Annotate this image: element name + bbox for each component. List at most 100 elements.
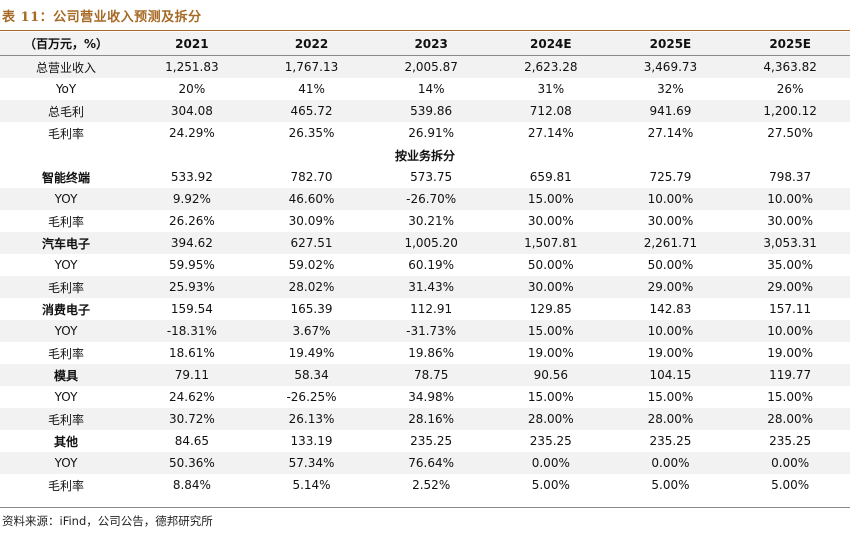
- table-cell: 32%: [657, 82, 684, 96]
- table-cell: 20%: [178, 82, 206, 96]
- table-cell: 782.70: [290, 170, 333, 184]
- table-cell: 2,261.71: [610, 232, 731, 254]
- row-label: 毛利率: [48, 126, 85, 141]
- table-row: 毛利率 25.93% 28.02% 31.43% 30.00% 29.00% 29.00%: [0, 276, 850, 298]
- table-cell: 3,053.31: [730, 232, 850, 254]
- table-cell: 19.86%: [408, 346, 455, 360]
- table-cell: 5.14%: [292, 478, 331, 492]
- table-cell: 798.37: [769, 170, 812, 184]
- table-cell: 1,767.13: [251, 55, 372, 78]
- table-cell: 5.00%: [651, 478, 690, 492]
- table-cell: 19.00%: [527, 346, 574, 360]
- table-cell: 14%: [417, 82, 445, 96]
- table-cell: 3.67%: [251, 320, 372, 342]
- table-cell: 26%: [776, 82, 804, 96]
- table-cell: 15.00%: [490, 320, 611, 342]
- table-row: YOY 59.95% 59.02% 60.19% 50.00% 50.00% 35.00%: [0, 254, 850, 276]
- header-year: 2022: [251, 32, 372, 56]
- table-cell: 119.77: [730, 364, 850, 386]
- header-year: 2024E: [490, 32, 611, 56]
- table-cell: 90.56: [490, 364, 611, 386]
- table-cell: 19.00%: [767, 346, 814, 360]
- table-cell: 304.08: [132, 100, 252, 122]
- row-label: 总毛利: [0, 100, 133, 122]
- table-cell: 165.39: [290, 302, 333, 316]
- table-cell: 235.25: [529, 434, 572, 448]
- table-cell: 30.00%: [490, 276, 611, 298]
- table-cell: 30.72%: [132, 408, 252, 430]
- row-label: 模具: [0, 364, 133, 386]
- table-cell: 157.11: [769, 302, 812, 316]
- table-cell: 235.25: [410, 434, 453, 448]
- table-row: 消费电子 159.54 165.39 112.91 129.85 142.83 157.11: [0, 298, 850, 320]
- table-cell: 29.00%: [610, 276, 731, 298]
- table-cell: 58.34: [251, 364, 372, 386]
- table-cell: 1,507.81: [490, 232, 611, 254]
- row-label: YOY: [0, 188, 133, 210]
- table-title: 表 11：公司营业收入预测及拆分: [2, 10, 202, 25]
- row-label: 智能终端: [42, 170, 91, 185]
- table-cell: 26.91%: [408, 126, 455, 140]
- table-cell: 26.26%: [169, 214, 215, 228]
- table-cell: 235.25: [649, 434, 692, 448]
- table-cell: 30.00%: [647, 214, 694, 228]
- table-cell: 79.11: [132, 364, 252, 386]
- table-cell: 15.00%: [527, 390, 574, 404]
- table-cell: 59.02%: [288, 258, 335, 272]
- table-cell: 50.36%: [132, 452, 252, 474]
- table-row: 毛利率 8.84% 5.14% 2.52% 5.00% 5.00% 5.00%: [0, 474, 850, 496]
- table-cell: 31.43%: [371, 276, 491, 298]
- table-cell: -26.70%: [371, 188, 491, 210]
- table-cell: 142.83: [649, 302, 692, 316]
- table-cell: 27.14%: [527, 126, 574, 140]
- table-cell: -31.73%: [371, 320, 491, 342]
- table-cell: 19.49%: [288, 346, 335, 360]
- table-cell: 10.00%: [610, 188, 731, 210]
- table-cell: 24.62%: [169, 390, 215, 404]
- table-row: 其他 84.65 133.19 235.25 235.25 235.25 235.25: [0, 430, 850, 452]
- table-cell: 10.00%: [730, 188, 850, 210]
- header-year: 2021: [132, 32, 252, 56]
- row-label: YoY: [55, 82, 77, 96]
- table-cell: 8.84%: [172, 478, 211, 492]
- revenue-forecast-table: （百万元，%） 2021 2022 2023 2024E 2025E 2025E…: [0, 32, 850, 496]
- table-cell: 26.13%: [251, 408, 372, 430]
- table-cell: 159.54: [170, 302, 213, 316]
- table-cell: 76.64%: [371, 452, 491, 474]
- table-cell: 465.72: [251, 100, 372, 122]
- table-cell: 533.92: [170, 170, 213, 184]
- table-cell: 1,005.20: [371, 232, 491, 254]
- table-cell: 41%: [298, 82, 325, 96]
- table-cell: 78.75: [371, 364, 491, 386]
- table-cell: 2.52%: [412, 478, 451, 492]
- table-cell: 50.00%: [647, 258, 694, 272]
- table-cell: -18.31%: [132, 320, 252, 342]
- table-row: YOY -18.31% 3.67% -31.73% 15.00% 10.00% 10.00%: [0, 320, 850, 342]
- row-label: 毛利率: [48, 214, 85, 229]
- table-cell: 34.98%: [408, 390, 455, 404]
- table-cell: 941.69: [610, 100, 731, 122]
- header-unit: （百万元，%）: [0, 32, 133, 56]
- table-cell: 712.08: [490, 100, 611, 122]
- table-row: 总毛利 304.08 465.72 539.86 712.08 941.69 1,200.1…: [0, 100, 850, 122]
- table-cell: 28.00%: [490, 408, 611, 430]
- table-cell: 573.75: [410, 170, 453, 184]
- table-row: 模具 79.11 58.34 78.75 90.56 104.15 119.77: [0, 364, 850, 386]
- table-cell: 3,469.73: [610, 55, 731, 78]
- table-cell: 725.79: [649, 170, 692, 184]
- row-label: 毛利率: [0, 276, 133, 298]
- table-cell: 10.00%: [610, 320, 731, 342]
- table-cell: 46.60%: [251, 188, 372, 210]
- table-cell: 28.00%: [610, 408, 731, 430]
- row-label: 消费电子: [42, 302, 91, 317]
- table-header-row: （百万元，%） 2021 2022 2023 2024E 2025E 2025E: [0, 32, 850, 56]
- table-cell: 26.35%: [288, 126, 335, 140]
- table-row: 毛利率 24.29% 26.35% 26.91% 27.14% 27.14% 27.50%: [0, 122, 850, 144]
- table-row: 毛利率 30.72% 26.13% 28.16% 28.00% 28.00% 28.00%: [0, 408, 850, 430]
- table-row: YoY 20% 41% 14% 31% 32% 26%: [0, 78, 850, 100]
- table-cell: 27.14%: [647, 126, 694, 140]
- row-label: 总营业收入: [0, 55, 133, 78]
- header-year: 2025E: [610, 32, 731, 56]
- table-row: YOY 24.62% -26.25% 34.98% 15.00% 15.00% 15.00%: [0, 386, 850, 408]
